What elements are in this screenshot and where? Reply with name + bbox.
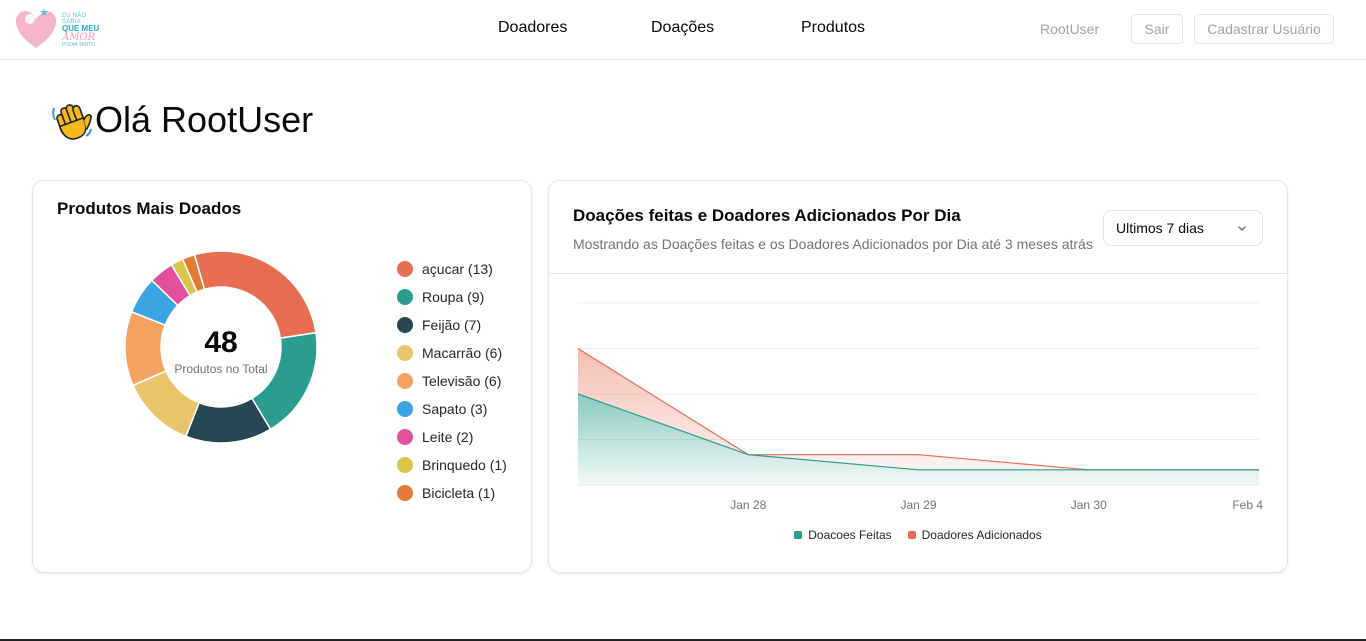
logo-line: EU NÃO SABIA bbox=[62, 13, 87, 25]
legend-item: Sapato (3) bbox=[397, 395, 507, 423]
legend-label: Televisão (6) bbox=[422, 373, 502, 389]
chart-legend: Doacoes Feitas Doadores Adicionados bbox=[549, 528, 1287, 542]
x-tick-label: Jan 28 bbox=[730, 498, 766, 512]
x-tick-label: Feb 4 bbox=[1232, 498, 1263, 512]
legend-item: Televisão (6) bbox=[397, 367, 507, 395]
legend-item: Brinquedo (1) bbox=[397, 451, 507, 479]
legend-label: Feijão (7) bbox=[422, 317, 482, 333]
legend-swatch bbox=[397, 373, 413, 389]
legend-swatch bbox=[397, 317, 413, 333]
legend-label: açucar (13) bbox=[422, 261, 493, 277]
legend-item: Leite (2) bbox=[397, 423, 507, 451]
total-products-label: Produtos no Total bbox=[174, 362, 268, 376]
register-user-button[interactable]: Cadastrar Usuário bbox=[1194, 14, 1334, 44]
legend-item: Bicicleta (1) bbox=[397, 479, 507, 507]
card-title: Doações feitas e Doadores Adicionados Po… bbox=[573, 206, 961, 225]
card-divider bbox=[549, 273, 1287, 274]
page-bottom-border bbox=[0, 639, 1366, 641]
legend-item: Doacoes Feitas bbox=[794, 528, 892, 542]
waving-hand-icon bbox=[52, 104, 92, 140]
legend-label: Macarrão (6) bbox=[422, 345, 503, 361]
legend-label: Doadores Adicionados bbox=[921, 528, 1042, 542]
time-range-select[interactable]: Ultimos 7 dias bbox=[1103, 210, 1263, 246]
doacoes-feitas-line bbox=[577, 393, 1259, 471]
donut-slice[interactable] bbox=[193, 250, 317, 339]
logo-line: AMOR bbox=[62, 32, 96, 43]
legend-swatch bbox=[397, 401, 413, 417]
legend-item: açucar (13) bbox=[397, 255, 507, 283]
legend-label: Bicicleta (1) bbox=[422, 485, 496, 501]
legend-item: Feijão (7) bbox=[397, 311, 507, 339]
x-tick-label: Jan 30 bbox=[1071, 498, 1107, 512]
total-products-value: 48 bbox=[204, 326, 238, 359]
daily-area-chart: Jan 28 Jan 29 Jan 30 Feb 4 bbox=[577, 302, 1263, 512]
nav-doacoes[interactable]: Doações bbox=[651, 19, 715, 36]
time-range-value: Ultimos 7 dias bbox=[1116, 220, 1204, 236]
legend-label: Brinquedo (1) bbox=[422, 457, 507, 473]
x-tick-label: Jan 29 bbox=[900, 498, 936, 512]
logo-text: EU NÃO SABIA QUE MEU AMOR PODIA TANTO bbox=[62, 13, 106, 48]
chevron-down-icon bbox=[1238, 226, 1246, 231]
legend-label: Leite (2) bbox=[422, 429, 474, 445]
legend-swatch bbox=[794, 531, 803, 539]
donut-legend: açucar (13) Roupa (9) Feijão (7) Macarrã… bbox=[397, 255, 507, 507]
card-subtitle: Mostrando as Doações feitas e os Doadore… bbox=[573, 236, 1093, 252]
legend-label: Doacoes Feitas bbox=[808, 528, 892, 542]
legend-swatch bbox=[397, 485, 413, 501]
legend-label: Sapato (3) bbox=[422, 401, 488, 417]
doacoes-feitas-area bbox=[578, 394, 1259, 485]
top-products-card: Produtos Mais Doados 48 Produtos no Tota… bbox=[32, 180, 532, 573]
legend-swatch bbox=[397, 345, 413, 361]
logout-button[interactable]: Sair bbox=[1131, 14, 1183, 44]
greeting-heading: Olá RootUser bbox=[50, 98, 313, 142]
daily-activity-card: Doações feitas e Doadores Adicionados Po… bbox=[548, 180, 1288, 573]
products-donut-chart bbox=[124, 250, 318, 444]
legend-swatch bbox=[397, 429, 413, 445]
nav-doadores[interactable]: Doadores bbox=[498, 19, 568, 36]
current-user-link[interactable]: RootUser bbox=[1040, 21, 1100, 37]
nav-produtos[interactable]: Produtos bbox=[801, 19, 866, 36]
legend-swatch bbox=[907, 531, 916, 539]
legend-label: Roupa (9) bbox=[422, 289, 485, 305]
card-title: Produtos Mais Doados bbox=[57, 199, 242, 218]
legend-item: Doadores Adicionados bbox=[907, 528, 1042, 542]
logo-line: QUE MEU bbox=[62, 24, 100, 33]
logo-line: PODIA TANTO bbox=[62, 42, 96, 48]
top-navbar: EU NÃO SABIA QUE MEU AMOR PODIA TANTO Do… bbox=[0, 0, 1366, 60]
legend-item: Roupa (9) bbox=[397, 283, 507, 311]
donut-slice[interactable] bbox=[181, 253, 206, 293]
legend-item: Macarrão (6) bbox=[397, 339, 507, 367]
legend-swatch bbox=[397, 261, 413, 277]
logo[interactable]: EU NÃO SABIA QUE MEU AMOR PODIA TANTO bbox=[14, 4, 106, 54]
legend-swatch bbox=[397, 289, 413, 305]
heart-logo-icon bbox=[16, 8, 57, 48]
legend-swatch bbox=[397, 457, 413, 473]
greeting-text: Olá RootUser bbox=[95, 99, 314, 140]
